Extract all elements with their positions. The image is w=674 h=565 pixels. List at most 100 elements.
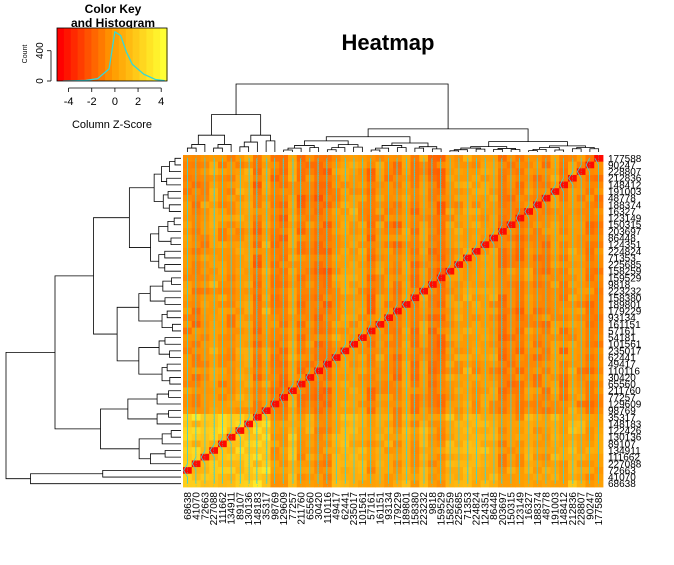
color-key-histogram — [62, 30, 165, 81]
row-dendrogram-branch — [161, 166, 170, 182]
heatmap-trace — [340, 158, 346, 484]
column-dendrogram-branch — [554, 149, 565, 152]
column-dendrogram-branch — [325, 136, 411, 143]
heatmap-cells — [183, 155, 604, 488]
color-key-x-tick-label: -4 — [64, 96, 74, 108]
heatmap-trace — [305, 158, 311, 484]
column-dendrogram-branch — [367, 128, 529, 142]
row-dendrogram-branch — [171, 277, 181, 285]
heatmap-trace — [366, 158, 371, 484]
column-dendrogram-branch — [549, 145, 586, 148]
color-key-bin — [91, 28, 99, 81]
row-dendrogram-branch — [149, 285, 165, 302]
heatmap-trace — [524, 158, 530, 484]
row-dendrogram-branch — [102, 470, 181, 478]
color-key-bin — [63, 28, 72, 81]
row-label: 148412 — [608, 180, 642, 191]
heatmap-trace — [498, 158, 503, 484]
row-dendrogram-branch — [168, 204, 181, 212]
heatmap-trace — [471, 158, 477, 484]
row-dendrogram-branch — [170, 237, 181, 246]
column-dendrogram-branch — [381, 145, 403, 149]
column-dendrogram-branch — [331, 147, 346, 152]
heatmap-trace — [200, 158, 206, 484]
row-dendrogram-branch — [161, 367, 170, 382]
color-key-frame — [56, 27, 168, 82]
chart-title: Heatmap — [342, 30, 435, 55]
color-key-bin — [57, 28, 65, 81]
heatmap-trace — [323, 158, 328, 484]
row-dendrogram-branch — [162, 280, 181, 292]
heatmap-trace — [594, 158, 599, 484]
heatmap-trace — [288, 158, 294, 484]
color-key-x-tick-label: 2 — [135, 96, 141, 108]
row-dendrogram-branch — [170, 430, 181, 438]
row-label: 177588 — [608, 154, 642, 165]
color-key-bin — [105, 28, 113, 81]
color-key-x-tick-label: 4 — [158, 96, 164, 108]
color-key-bin — [139, 28, 147, 81]
row-dendrogram-branch — [167, 221, 181, 232]
column-dendrogram-branch — [337, 144, 359, 148]
color-key-bin — [118, 28, 127, 81]
color-key-x-tick-label: -2 — [87, 96, 97, 108]
heatmap-trace — [401, 158, 408, 484]
row-dendrogram-branch — [168, 410, 181, 418]
column-dendrogram-branch — [186, 147, 197, 152]
row-dendrogram-branch — [162, 194, 170, 209]
heatmap-trace — [331, 158, 337, 484]
column-dendrogram-branch — [250, 134, 271, 143]
heatmap-trace — [235, 158, 241, 484]
row-dendrogram-branch — [173, 217, 181, 226]
row-dendrogram-branch — [164, 250, 181, 259]
heatmap-trace — [541, 158, 547, 484]
heatmap-trace — [244, 158, 250, 484]
column-dendrogram-branch — [243, 141, 258, 152]
heatmap-trace — [296, 158, 301, 484]
column-dendrogram-branch — [304, 140, 349, 146]
row-dendrogram-branch — [164, 297, 181, 305]
column-dendrogram-branch — [396, 147, 407, 152]
column-dendrogram-branch — [532, 148, 547, 152]
row-dendrogram-branch — [30, 473, 181, 485]
row-dendrogram-branch — [138, 347, 163, 375]
row-dendrogram-branch — [158, 225, 171, 242]
row-dendrogram-branch — [127, 398, 158, 420]
row-dendrogram-branch — [158, 340, 170, 355]
row-dendrogram-branch — [150, 233, 159, 262]
row-label: 191003 — [608, 187, 642, 198]
color-key-gradient — [57, 28, 168, 81]
column-dendrogram-branch — [475, 148, 486, 152]
color-key-bin — [70, 28, 79, 81]
row-dendrogram-branch — [161, 313, 173, 329]
row-dendrogram-branch — [93, 217, 130, 335]
row-label: 48778 — [608, 194, 636, 205]
heatmap-trace — [428, 158, 433, 484]
heatmap-trace — [183, 158, 188, 484]
row-dendrogram-branch — [167, 191, 181, 199]
color-key-bin — [84, 28, 92, 81]
column-dendrogram-branch — [309, 147, 320, 152]
heatmap-trace — [585, 158, 590, 484]
row-dendrogram-branch — [161, 433, 181, 445]
color-key-bin — [153, 28, 161, 81]
column-dendrogram-branch — [375, 147, 390, 152]
column-dendrogram-branch — [493, 148, 503, 152]
row-dendrogram-branch — [54, 275, 101, 430]
row-dendrogram-branch — [172, 323, 181, 332]
column-dendrogram-branch — [213, 147, 223, 152]
column-dendrogram-branch — [287, 147, 302, 152]
heatmap-trace — [270, 158, 275, 484]
heatmap-trace — [515, 158, 520, 484]
color-key: Color Key and Histogram -4 -2 0 2 4 0 400 Col… — [22, 2, 168, 131]
column-dendrogram-branch — [217, 144, 232, 152]
row-dendrogram-branch — [169, 377, 181, 385]
column-dendrogram-branch — [391, 142, 429, 147]
column-dendrogram-branch — [197, 134, 225, 145]
heatmap-trace — [393, 158, 398, 484]
row-dendrogram — [5, 157, 181, 485]
row-dendrogram-branch — [166, 177, 181, 186]
heatmap-trace — [506, 158, 512, 484]
heatmap-trace — [253, 158, 258, 484]
row-dendrogram-branch — [174, 157, 181, 166]
